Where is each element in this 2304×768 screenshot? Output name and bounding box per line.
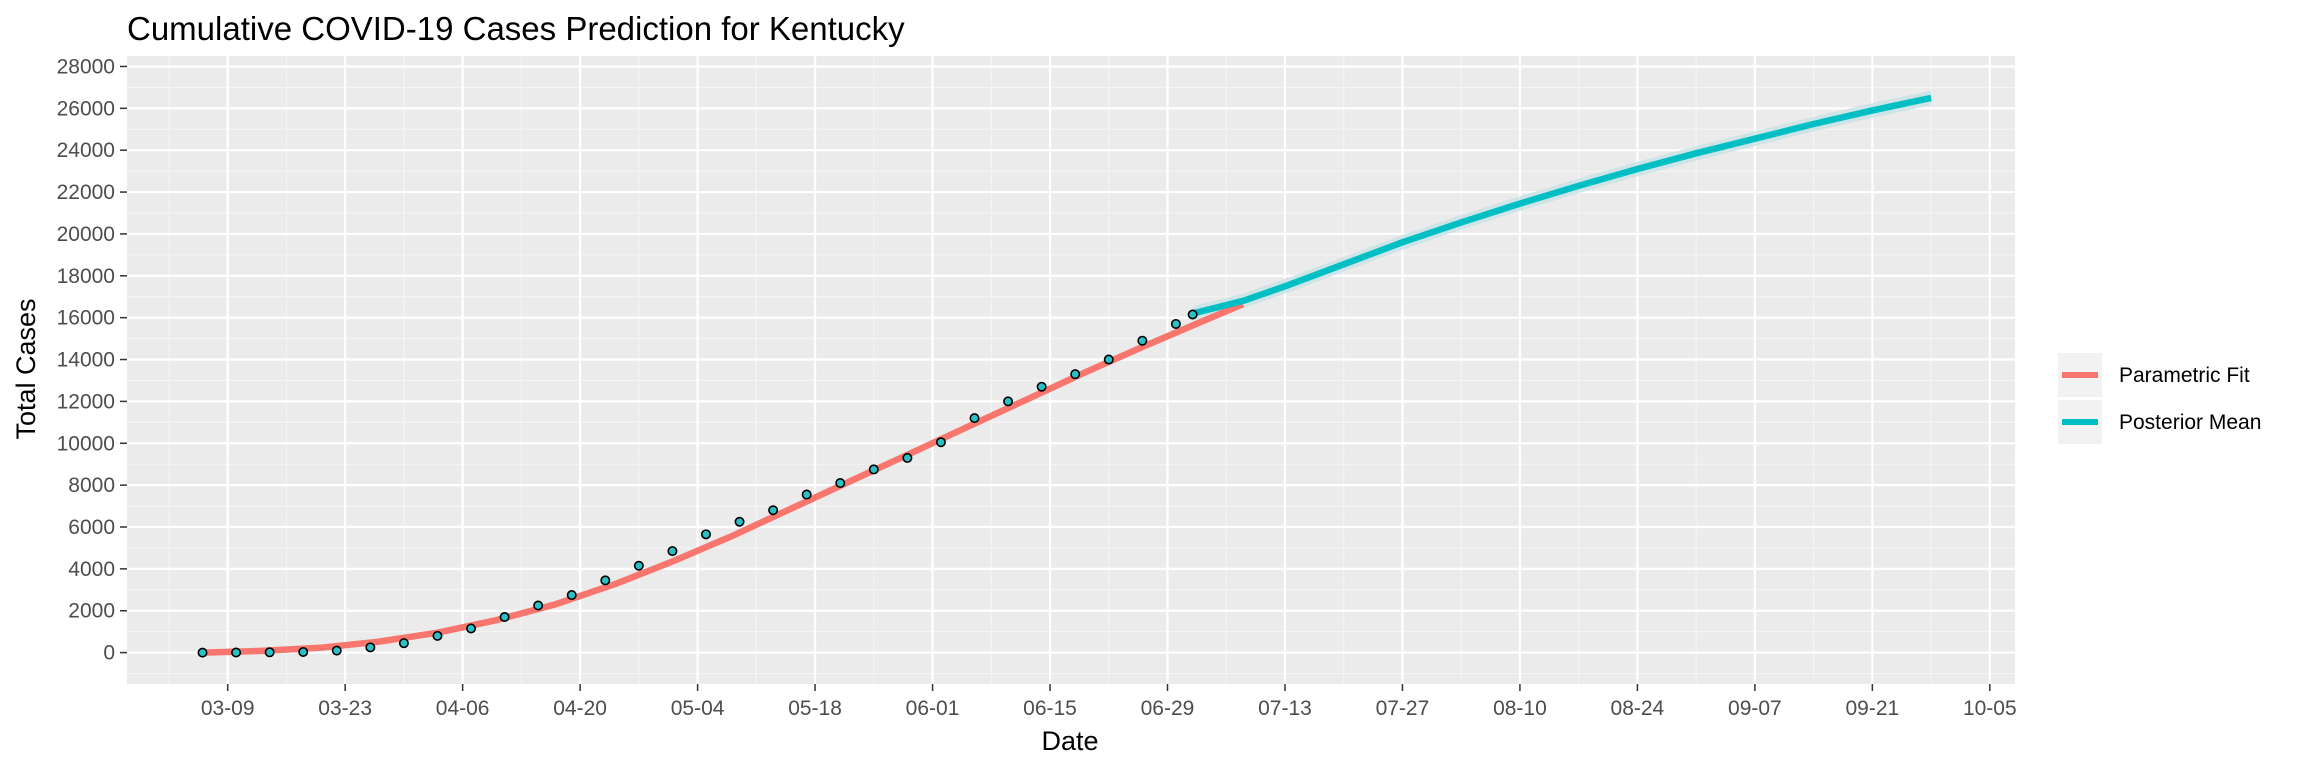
data-point <box>533 600 544 611</box>
chart-title: Cumulative COVID-19 Cases Prediction for… <box>127 10 905 47</box>
data-point <box>600 575 611 586</box>
y-tick-label: 26000 <box>57 97 115 120</box>
data-point <box>1137 335 1148 346</box>
x-tick-label: 03-09 <box>201 697 255 720</box>
data-point <box>969 413 980 424</box>
y-tick-label: 2000 <box>68 600 115 623</box>
data-point <box>667 546 678 557</box>
posterior-ribbon <box>1192 90 1932 321</box>
data-point <box>1070 369 1081 380</box>
data-point <box>633 560 644 571</box>
x-tick-label: 06-01 <box>906 697 960 720</box>
x-tick-label: 06-15 <box>1023 697 1077 720</box>
data-point <box>1003 396 1014 407</box>
x-tick-label: 07-13 <box>1258 697 1312 720</box>
y-axis: 0 2000 4000 6000 8000 10000 12000 14000 16000 180… <box>57 55 127 665</box>
y-tick-label: 28000 <box>57 55 115 78</box>
x-tick-label: 05-04 <box>671 697 725 720</box>
y-tick-label: 16000 <box>57 307 115 330</box>
y-tick-label: 0 <box>103 642 115 665</box>
data-point <box>700 529 711 540</box>
y-axis-title: Total Cases <box>11 298 41 439</box>
data-point <box>398 638 409 649</box>
data-point <box>1187 309 1198 320</box>
legend: Parametric Fit Posterior Mean <box>2058 353 2261 444</box>
x-tick-label: 05-18 <box>788 697 842 720</box>
data-point <box>432 630 443 641</box>
points-layer <box>197 309 1198 658</box>
data-point <box>365 642 376 653</box>
grid-major <box>127 56 2015 684</box>
data-point <box>868 464 879 475</box>
x-tick-label: 06-29 <box>1141 697 1195 720</box>
legend-label: Posterior Mean <box>2119 411 2261 434</box>
x-axis: 03-09 03-23 04-06 04-20 05-04 05-18 06-01 06-15… <box>201 684 2017 720</box>
data-point <box>801 489 812 500</box>
x-tick-label: 08-10 <box>1493 697 1547 720</box>
y-tick-label: 10000 <box>57 432 115 455</box>
x-tick-label: 04-06 <box>436 697 490 720</box>
y-tick-label: 4000 <box>68 558 115 581</box>
data-point <box>1170 318 1181 329</box>
y-tick-label: 18000 <box>57 265 115 288</box>
data-point <box>902 452 913 463</box>
x-tick-label: 09-07 <box>1728 697 1782 720</box>
series-line-posterior-mean <box>1191 94 1932 317</box>
data-point <box>298 647 309 658</box>
data-point <box>1103 354 1114 365</box>
data-point <box>499 612 510 623</box>
data-point <box>1036 381 1047 392</box>
data-point <box>935 437 946 448</box>
data-point <box>264 647 275 658</box>
x-tick-label: 07-27 <box>1376 697 1430 720</box>
data-point <box>466 623 477 634</box>
ribbon-layer <box>1192 90 1932 321</box>
data-point <box>331 645 342 656</box>
data-point <box>734 516 745 527</box>
series-line-parametric-fit <box>202 301 1245 656</box>
series-layer <box>202 94 1932 656</box>
y-tick-label: 22000 <box>57 181 115 204</box>
x-tick-label: 10-05 <box>1963 697 2017 720</box>
x-tick-label: 09-21 <box>1845 697 1899 720</box>
legend-label: Parametric Fit <box>2119 364 2250 387</box>
y-tick-label: 12000 <box>57 390 115 413</box>
x-axis-title: Date <box>1041 726 1098 756</box>
x-tick-label: 03-23 <box>318 697 372 720</box>
y-tick-label: 6000 <box>68 516 115 539</box>
plot-panel <box>127 56 2015 684</box>
y-tick-label: 8000 <box>68 474 115 497</box>
data-point <box>566 590 577 601</box>
x-tick-label: 08-24 <box>1611 697 1665 720</box>
y-tick-label: 24000 <box>57 139 115 162</box>
x-tick-label: 04-20 <box>553 697 607 720</box>
y-tick-label: 20000 <box>57 223 115 246</box>
data-point <box>768 505 779 516</box>
data-point <box>197 647 208 658</box>
data-point <box>231 647 242 658</box>
y-tick-label: 14000 <box>57 349 115 372</box>
data-point <box>835 478 846 489</box>
